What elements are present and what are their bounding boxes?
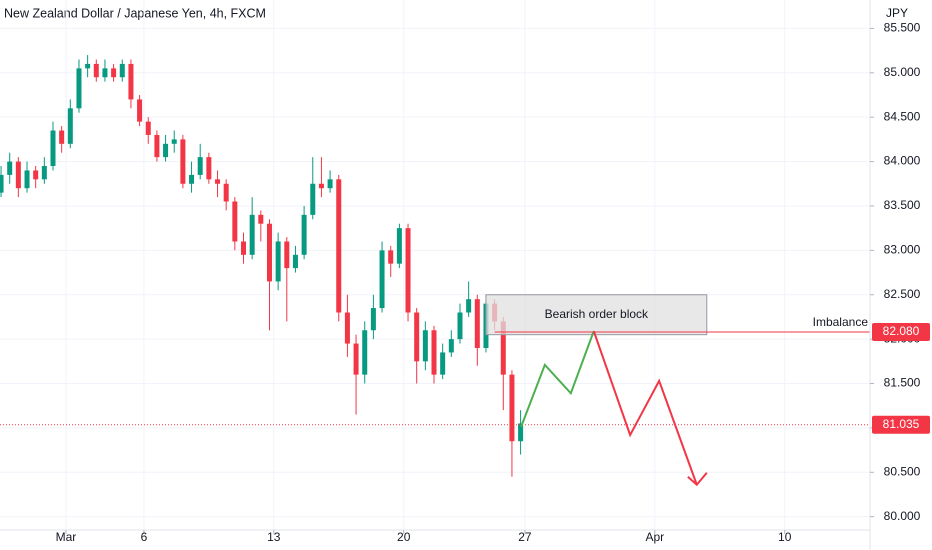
candle-body	[119, 63, 125, 78]
candle-body	[318, 183, 324, 189]
imbalance-label: Imbalance	[813, 315, 869, 329]
candle-body	[379, 250, 385, 309]
y-tick-label: 85.000	[884, 65, 921, 79]
price-label: 81.035	[883, 417, 920, 431]
candle-body	[223, 183, 229, 202]
projection-path	[520, 330, 595, 428]
candle-body	[189, 174, 195, 184]
order-block-label: Bearish order block	[545, 307, 649, 321]
candle-body	[431, 330, 437, 375]
x-tick-label: 10	[778, 530, 792, 544]
chart-title: New Zealand Dollar / Japanese Yen, 4h, F…	[4, 6, 266, 20]
candle-body	[301, 214, 307, 255]
y-tick-label: 80.000	[884, 509, 921, 523]
candle-body	[24, 170, 30, 189]
candle-body	[7, 161, 13, 175]
order-block	[485, 294, 708, 336]
price-label: 82.080	[883, 324, 920, 338]
candle-body	[145, 121, 151, 135]
candle-body	[258, 214, 264, 224]
candle-body	[197, 157, 203, 175]
y-tick-label: 82.500	[884, 287, 921, 301]
arrow-head	[687, 472, 708, 487]
y-tick-label: 83.000	[884, 243, 921, 257]
price-label-box	[872, 323, 930, 342]
candle-body	[500, 321, 506, 375]
candle-body	[163, 143, 169, 158]
candle-body	[50, 130, 56, 167]
candle-body	[344, 312, 350, 344]
x-tick-label: 27	[518, 530, 532, 544]
candle-body	[474, 299, 480, 349]
candle-body	[171, 139, 177, 144]
candle-body	[266, 223, 272, 282]
y-tick-label: 81.500	[884, 376, 921, 390]
candle-body	[59, 130, 65, 144]
candle-body	[102, 68, 108, 78]
candle-body	[111, 68, 117, 78]
candle-body	[509, 374, 515, 442]
candle-body	[93, 63, 99, 78]
candle-body	[414, 312, 420, 362]
candle-body	[137, 99, 143, 122]
x-tick-label: 13	[267, 530, 281, 544]
candle-body	[275, 241, 281, 282]
candle-body	[327, 179, 333, 189]
candle-body	[466, 299, 472, 313]
y-tick-label: 83.500	[884, 198, 921, 212]
candle-body	[249, 214, 255, 255]
candle-body	[215, 179, 221, 184]
x-tick-label: Mar	[56, 530, 77, 544]
y-axis-label: JPY	[886, 6, 908, 20]
candle-body	[41, 166, 47, 180]
x-tick-label: 20	[397, 530, 411, 544]
price-label-box	[872, 415, 930, 434]
x-tick-label: 6	[141, 530, 148, 544]
candle-body	[85, 63, 91, 69]
candle-body	[518, 423, 524, 442]
y-tick-label: 80.500	[884, 464, 921, 478]
plot: Bearish order block Imbalance	[0, 55, 870, 487]
y-tick-label: 85.500	[884, 21, 921, 35]
y-tick-label: 84.500	[884, 109, 921, 123]
candle-body	[67, 108, 73, 144]
candle-body	[180, 139, 186, 184]
y-tick-label: 84.000	[884, 154, 921, 168]
candle-body	[353, 343, 359, 375]
candle-body	[240, 241, 246, 255]
candle-body	[440, 352, 446, 375]
candle-body	[0, 174, 4, 193]
candle-body	[370, 308, 376, 331]
candle-body	[33, 170, 39, 180]
candle-body	[362, 330, 368, 375]
candle-body	[128, 63, 134, 100]
candle-body	[76, 68, 82, 109]
candle-body	[154, 134, 160, 158]
candle-body	[310, 183, 316, 215]
candle-body	[336, 179, 342, 313]
candle-body	[292, 254, 298, 269]
candle-body	[206, 157, 212, 180]
candle-body	[457, 312, 463, 340]
projection-path	[592, 330, 698, 486]
candle-body	[15, 161, 21, 189]
candle-body	[448, 339, 454, 353]
candle-body	[232, 201, 238, 242]
candle-body	[422, 330, 428, 362]
candle-body	[405, 228, 411, 313]
x-tick-label: Apr	[645, 530, 664, 544]
candle-body	[396, 228, 402, 264]
candle-body	[284, 241, 290, 269]
candle-body	[388, 250, 394, 264]
